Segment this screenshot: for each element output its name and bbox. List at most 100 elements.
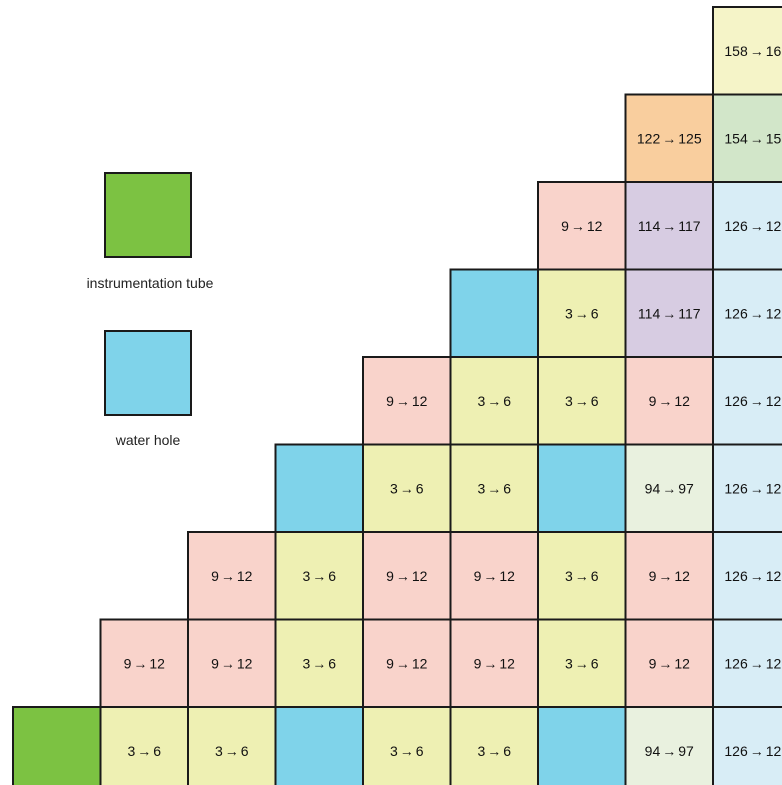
range-start: 9	[474, 568, 482, 584]
arrow-icon: →	[750, 743, 764, 759]
range-end: 12	[499, 568, 515, 584]
cell-range-label: 9 → 12	[649, 393, 691, 409]
cell-range-label: 126→129	[724, 218, 782, 234]
grid-cell	[362, 356, 452, 446]
range-end: 6	[416, 743, 424, 759]
range-start: 9	[386, 393, 394, 409]
cell-range-label: 3 → 6	[477, 743, 511, 759]
range-end: 97	[678, 480, 694, 496]
range-end: 12	[499, 655, 515, 671]
arrow-icon: →	[221, 655, 235, 671]
range-end: 12	[674, 568, 690, 584]
arrow-icon: →	[312, 655, 326, 671]
cell-range-label: 9 → 12	[649, 568, 691, 584]
range-end: 161	[766, 43, 782, 59]
range-end: 129	[766, 568, 782, 584]
arrow-icon: →	[575, 568, 589, 584]
range-end: 12	[237, 655, 253, 671]
arrow-icon: →	[750, 393, 764, 409]
legend: instrumentation tube water hole	[87, 172, 214, 448]
range-end: 6	[503, 743, 511, 759]
range-end: 117	[678, 305, 701, 321]
range-start: 9	[211, 568, 219, 584]
cell-range-label: 3 → 6	[477, 393, 511, 409]
grid-cell	[537, 356, 627, 446]
cell-range-label: 94 → 97	[645, 743, 694, 759]
arrow-icon: →	[750, 480, 764, 496]
grid-cell	[187, 706, 277, 785]
arrow-icon: →	[133, 655, 147, 671]
range-end: 6	[591, 655, 599, 671]
arrow-icon: →	[750, 218, 764, 234]
range-end: 6	[591, 568, 599, 584]
grid-cell	[712, 356, 782, 446]
grid-cell	[712, 706, 782, 785]
range-start: 3	[215, 743, 223, 759]
grid-cell	[274, 706, 364, 785]
range-start: 126	[724, 218, 748, 234]
range-start: 3	[477, 480, 485, 496]
arrow-icon: →	[483, 655, 497, 671]
cell-range-label: 3 → 6	[215, 743, 249, 759]
grid-cell	[449, 356, 539, 446]
grid-cell	[187, 618, 277, 708]
range-end: 129	[766, 743, 782, 759]
arrow-icon: →	[400, 743, 414, 759]
range-end: 6	[503, 480, 511, 496]
arrow-icon: →	[662, 130, 676, 146]
range-start: 126	[724, 480, 748, 496]
cell-range-label: 9 → 12	[211, 655, 253, 671]
grid-cell	[537, 268, 627, 358]
cell-range-label: 126→129	[724, 743, 782, 759]
arrow-icon: →	[400, 480, 414, 496]
range-start: 126	[724, 568, 748, 584]
arrow-icon: →	[662, 218, 676, 234]
range-end: 6	[153, 743, 161, 759]
arrow-icon: →	[483, 568, 497, 584]
legend-label-water-hole: water hole	[115, 432, 181, 448]
range-start: 126	[724, 655, 748, 671]
range-start: 9	[649, 568, 657, 584]
grid-cell	[537, 618, 627, 708]
grid-cell	[537, 706, 627, 785]
cell-range-label: 3 → 6	[390, 480, 424, 496]
grid-cell	[449, 618, 539, 708]
range-end: 6	[416, 480, 424, 496]
cell-range-label: 9 → 12	[474, 568, 516, 584]
range-start: 9	[561, 218, 569, 234]
grid-cell	[712, 6, 782, 96]
arrow-icon: →	[396, 568, 410, 584]
range-end: 6	[503, 393, 511, 409]
cell-range-label: 114 → 117	[638, 305, 701, 321]
range-end: 129	[766, 480, 782, 496]
cell-range-label: 122 → 125	[637, 130, 702, 146]
range-end: 6	[591, 393, 599, 409]
arrow-icon: →	[750, 130, 764, 146]
range-end: 157	[766, 130, 782, 146]
grid-cell	[712, 531, 782, 621]
arrow-icon: →	[312, 568, 326, 584]
range-start: 3	[565, 305, 573, 321]
grid-cell	[362, 531, 452, 621]
range-end: 129	[766, 393, 782, 409]
arrow-icon: →	[750, 43, 764, 59]
range-start: 94	[645, 743, 661, 759]
grid-cell	[712, 181, 782, 271]
legend-swatch-instrumentation-tube	[104, 172, 192, 258]
cell-range-label: 9 → 12	[124, 655, 166, 671]
cell-range-label: 9 → 12	[386, 393, 428, 409]
range-start: 154	[724, 130, 748, 146]
legend-swatch-water-hole	[104, 330, 192, 416]
range-start: 114	[638, 218, 661, 234]
range-start: 3	[565, 655, 573, 671]
cell-range-label: 3 → 6	[565, 655, 599, 671]
range-end: 12	[237, 568, 253, 584]
range-start: 3	[302, 655, 310, 671]
range-end: 12	[412, 568, 428, 584]
range-end: 129	[766, 218, 782, 234]
cell-range-label: 126→129	[724, 393, 782, 409]
arrow-icon: →	[662, 743, 676, 759]
range-start: 114	[638, 305, 661, 321]
cell-range-label: 126→129	[724, 568, 782, 584]
